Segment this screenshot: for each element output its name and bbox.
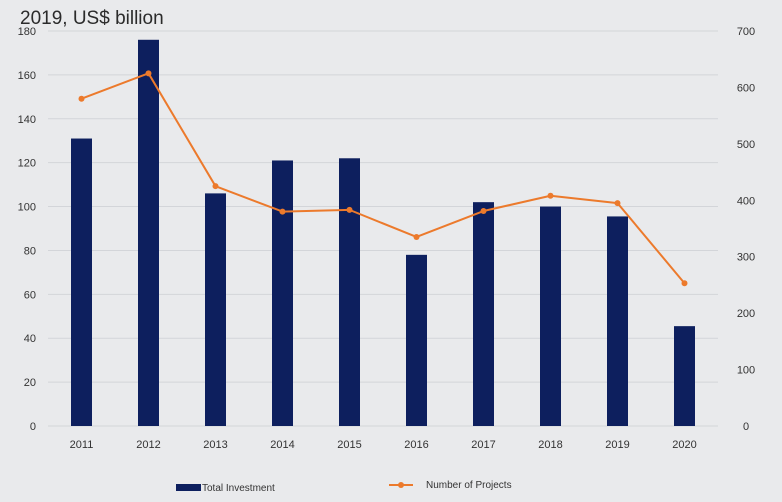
y-right-tick-label: 400: [737, 195, 755, 207]
x-axis: 2011 2012 2013 2014 2015 2016 2017 2018 2019 2020: [70, 439, 697, 451]
point-number-of-projects-2016: [413, 233, 420, 240]
bar-total-investment-2017: [473, 202, 494, 426]
y-left-tick-label: 120: [18, 158, 36, 170]
gridlines: [48, 30, 718, 427]
x-tick-label: 2018: [538, 439, 562, 451]
y-left-tick-label: 100: [18, 202, 36, 214]
legend-label-number-of-projects: Number of Projects: [426, 480, 512, 491]
legend-label-total-investment: Total Investment: [202, 483, 275, 494]
x-tick-label: 2014: [270, 439, 294, 451]
x-tick-label: 2020: [672, 439, 696, 451]
bar-total-investment-2016: [406, 254, 427, 426]
point-number-of-projects-2017: [480, 208, 487, 215]
legend: Total Investment Number of Projects: [176, 480, 512, 494]
line-number-of-projects: [81, 72, 686, 284]
legend-marker-number-of-projects: [398, 482, 404, 488]
y-left-tick-label: 180: [18, 26, 36, 38]
y-right-tick-label: 500: [737, 139, 755, 151]
y-right-tick-label: 100: [737, 365, 755, 377]
bar-total-investment-2020: [674, 326, 695, 426]
bar-series: [71, 39, 695, 427]
point-number-of-projects-2014: [279, 208, 286, 215]
bar-total-investment-2012: [138, 39, 159, 427]
y-left-tick-label: 0: [30, 421, 36, 433]
point-number-of-projects-2012: [145, 70, 152, 77]
y-left-tick-label: 20: [24, 377, 36, 389]
y-axis-left: 0 20 40 60 80 100 120 140 160 180: [18, 26, 36, 433]
x-tick-label: 2015: [337, 439, 361, 451]
point-number-of-projects-2020: [681, 280, 688, 287]
y-right-tick-label: 600: [737, 82, 755, 94]
x-tick-label: 2019: [605, 439, 629, 451]
y-left-tick-label: 60: [24, 289, 36, 301]
point-number-of-projects-2015: [346, 206, 353, 213]
bar-total-investment-2014: [272, 160, 293, 426]
chart-title: 2019, US$ billion: [20, 8, 164, 29]
y-left-tick-label: 140: [18, 114, 36, 126]
bar-total-investment-2018: [540, 206, 561, 426]
point-number-of-projects-2013: [212, 183, 219, 190]
x-tick-label: 2017: [471, 439, 495, 451]
y-left-tick-label: 40: [24, 333, 36, 345]
y-axis-right: 0 100 200 300 400 500 600 700: [737, 26, 755, 433]
bar-total-investment-2011: [71, 138, 92, 426]
bar-total-investment-2013: [205, 193, 226, 426]
point-number-of-projects-2019: [614, 200, 621, 207]
line-series: [78, 70, 688, 287]
point-number-of-projects-2011: [78, 95, 85, 102]
y-right-tick-label: 0: [743, 421, 749, 433]
x-tick-label: 2016: [404, 439, 428, 451]
bar-total-investment-2019: [607, 216, 628, 426]
x-tick-label: 2011: [70, 439, 94, 451]
y-left-tick-label: 160: [18, 70, 36, 82]
x-tick-label: 2012: [136, 439, 160, 451]
legend-swatch-total-investment: [176, 484, 201, 491]
y-right-tick-label: 200: [737, 308, 755, 320]
x-tick-label: 2013: [203, 439, 227, 451]
y-left-tick-label: 80: [24, 245, 36, 257]
bar-total-investment-2015: [339, 158, 360, 426]
point-number-of-projects-2018: [547, 192, 554, 199]
y-right-tick-label: 300: [737, 252, 755, 264]
y-right-tick-label: 700: [737, 26, 755, 38]
